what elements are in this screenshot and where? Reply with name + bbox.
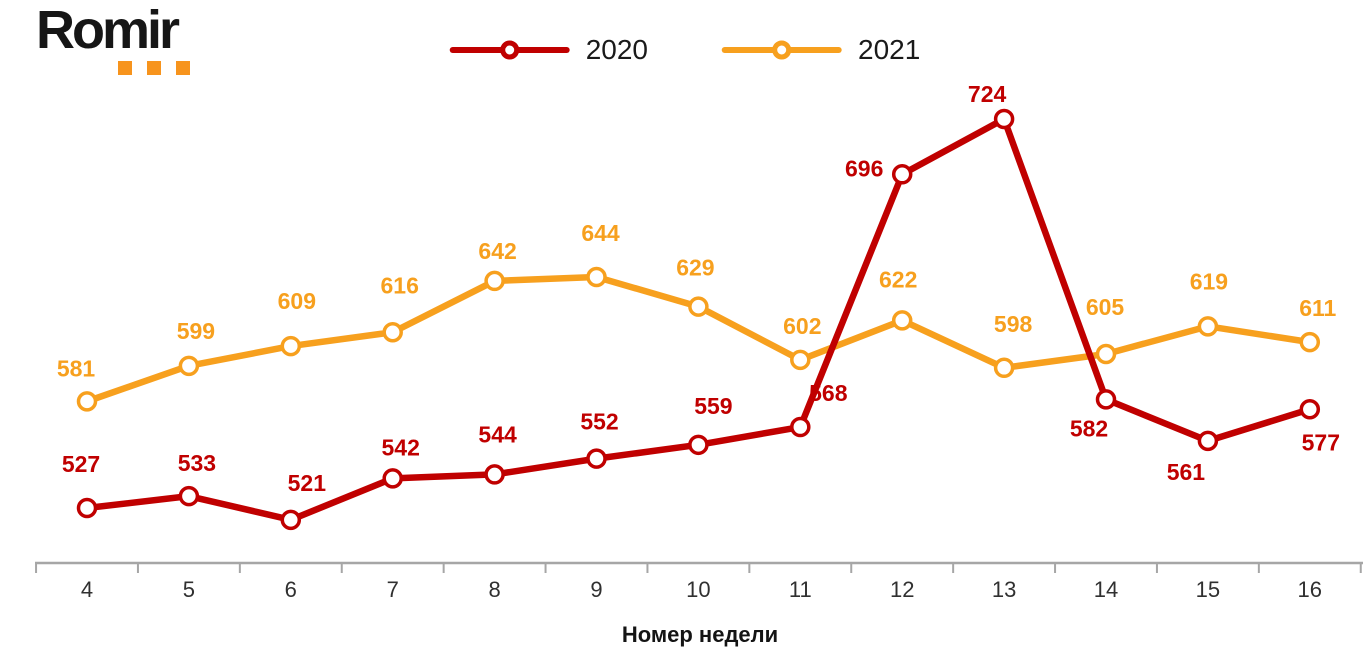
marker-2021-week-9 — [586, 266, 607, 288]
marker-2021-week-4 — [76, 391, 98, 412]
romir-logo-dots-icon — [118, 60, 190, 75]
data-label-2021-week-12: 622 — [879, 266, 917, 292]
x-tick-label: 7 — [387, 577, 399, 602]
data-label-2021-week-15: 619 — [1190, 268, 1228, 294]
marker-2020-week-4 — [76, 497, 98, 519]
data-label-2020-week-10: 559 — [694, 393, 732, 419]
data-label-2020-week-13: 724 — [968, 81, 1007, 107]
legend-label-2020: 2020 — [585, 34, 648, 65]
x-tick-label: 5 — [183, 577, 195, 602]
data-label-2020-week-6: 521 — [288, 470, 327, 496]
data-label-2020-week-11: 568 — [809, 380, 848, 406]
legend-item-2020: 2020 — [449, 34, 648, 66]
marker-2021-week-13 — [993, 357, 1015, 379]
logo-dot-icon — [176, 60, 190, 75]
marker-2021-week-12 — [891, 310, 913, 331]
marker-2020-week-10 — [688, 434, 709, 456]
data-label-2021-week-10: 629 — [676, 255, 714, 281]
marker-2020-week-8 — [484, 464, 505, 485]
data-label-2021-week-11: 602 — [783, 313, 821, 339]
x-tick-label: 6 — [285, 577, 297, 602]
marker-2021-week-10 — [688, 296, 709, 317]
data-label-2021-week-6: 609 — [278, 288, 316, 314]
data-label-2020-week-16: 577 — [1302, 429, 1340, 455]
legend-marker-2020-icon — [500, 40, 520, 60]
x-tick-label: 9 — [590, 577, 602, 602]
x-tick-label: 16 — [1298, 577, 1322, 602]
marker-2021-week-5 — [178, 355, 200, 377]
data-label-2020-week-9: 552 — [580, 409, 618, 435]
marker-2020-week-9 — [586, 448, 607, 469]
series-line-2021 — [83, 273, 1314, 405]
data-label-2021-week-13: 598 — [994, 311, 1033, 337]
data-label-2021-week-4: 581 — [57, 355, 96, 381]
x-axis-title: Номер недели — [622, 622, 778, 647]
marker-2020-week-13 — [993, 108, 1015, 130]
marker-2021-week-14 — [1095, 343, 1117, 365]
marker-2020-week-16 — [1299, 399, 1321, 420]
data-label-2021-week-9: 644 — [581, 220, 620, 246]
marker-2021-week-15 — [1197, 316, 1219, 337]
chart-legend: 2020 2021 — [449, 34, 920, 66]
logo-dot-icon — [147, 60, 161, 75]
x-tick-label: 11 — [789, 577, 812, 602]
marker-2020-week-7 — [382, 468, 403, 489]
data-label-2021-week-8: 642 — [478, 238, 516, 264]
x-tick-label: 13 — [992, 577, 1016, 602]
marker-2021-week-16 — [1299, 331, 1321, 353]
data-label-2020-week-5: 533 — [178, 450, 216, 476]
x-tick-label: 15 — [1196, 577, 1220, 602]
legend-item-2021: 2021 — [722, 34, 920, 66]
marker-2020-week-15 — [1197, 430, 1219, 452]
data-label-2021-week-7: 616 — [381, 272, 419, 298]
marker-2021-week-11 — [790, 349, 811, 371]
legend-line-2021-icon — [722, 40, 842, 60]
marker-2020-week-14 — [1095, 389, 1117, 410]
data-label-2021-week-5: 599 — [177, 318, 215, 344]
logo-dot-icon — [118, 60, 132, 75]
marker-2021-week-7 — [382, 322, 403, 343]
data-label-2020-week-12: 696 — [845, 155, 883, 181]
marker-2021-week-6 — [280, 335, 302, 357]
data-label-2021-week-16: 611 — [1299, 295, 1336, 321]
data-label-2020-week-14: 582 — [1070, 415, 1108, 441]
x-tick-label: 4 — [81, 577, 93, 602]
series-line-2020 — [83, 115, 1314, 524]
marker-2021-week-8 — [484, 270, 505, 292]
data-label-2020-week-8: 544 — [478, 421, 517, 447]
x-tick-label: 10 — [686, 577, 710, 602]
legend-label-2021: 2021 — [858, 34, 921, 65]
data-label-2020-week-7: 542 — [382, 434, 420, 460]
marker-2020-week-5 — [178, 485, 200, 507]
x-tick-label: 12 — [890, 577, 914, 602]
marker-2020-week-6 — [280, 509, 302, 531]
marker-2020-week-12 — [891, 164, 913, 185]
marker-2020-week-11 — [790, 416, 811, 438]
x-tick-label: 14 — [1094, 577, 1118, 602]
legend-marker-2021-icon — [772, 40, 792, 60]
x-tick-label: 8 — [488, 577, 500, 602]
romir-logo: Romir — [36, 2, 190, 75]
data-label-2020-week-15: 561 — [1167, 459, 1206, 485]
legend-line-2020-icon — [449, 40, 570, 60]
data-label-2020-week-4: 527 — [62, 451, 100, 477]
data-label-2021-week-14: 605 — [1086, 294, 1125, 320]
romir-logo-text: Romir — [36, 0, 180, 60]
